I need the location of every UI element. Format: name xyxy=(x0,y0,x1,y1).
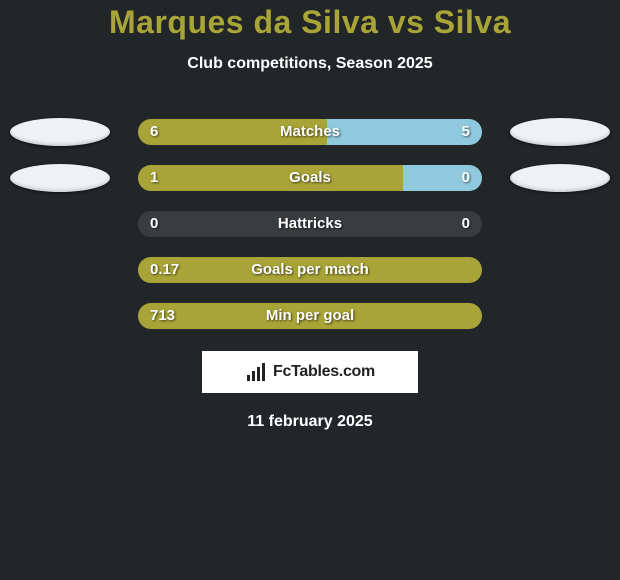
subtitle: Club competitions, Season 2025 xyxy=(0,55,620,73)
player-crest-left xyxy=(10,118,110,146)
page-title: Marques da Silva vs Silva xyxy=(0,4,620,41)
metric-label: Goals per match xyxy=(138,257,482,283)
stat-row: 0.17Goals per match xyxy=(0,251,620,297)
stat-row: 713Min per goal xyxy=(0,297,620,343)
metric-label: Hattricks xyxy=(138,211,482,237)
player-crest-right xyxy=(510,164,610,192)
chart-area: 65Matches10Goals00Hattricks0.17Goals per… xyxy=(0,113,620,343)
bars-chart-icon xyxy=(245,363,267,381)
player-crest-left xyxy=(10,164,110,192)
stat-row: 10Goals xyxy=(0,159,620,205)
stat-row: 65Matches xyxy=(0,113,620,159)
source-badge: FcTables.com xyxy=(202,351,418,393)
metric-label: Goals xyxy=(138,165,482,191)
metric-label: Matches xyxy=(138,119,482,145)
source-label: FcTables.com xyxy=(273,363,375,381)
stat-row: 00Hattricks xyxy=(0,205,620,251)
date-label: 11 february 2025 xyxy=(0,413,620,431)
player-crest-right xyxy=(510,118,610,146)
comparison-infographic: Marques da Silva vs Silva Club competiti… xyxy=(0,0,620,580)
metric-label: Min per goal xyxy=(138,303,482,329)
